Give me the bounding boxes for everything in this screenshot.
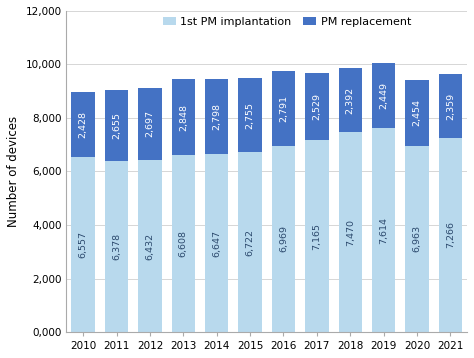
Bar <box>72 156 95 332</box>
Bar <box>405 80 428 146</box>
Bar <box>438 137 462 332</box>
Text: 2,392: 2,392 <box>346 87 355 114</box>
Bar <box>405 146 428 332</box>
Text: 6,432: 6,432 <box>146 232 155 260</box>
Text: 2,428: 2,428 <box>79 111 88 137</box>
Text: 6,557: 6,557 <box>79 231 88 258</box>
Legend: 1st PM implantation, PM replacement: 1st PM implantation, PM replacement <box>163 16 411 26</box>
Text: 6,969: 6,969 <box>279 225 288 252</box>
Bar <box>372 128 395 332</box>
Text: 6,722: 6,722 <box>246 229 255 256</box>
Bar <box>338 68 362 132</box>
Text: 2,791: 2,791 <box>279 95 288 122</box>
Bar <box>272 71 295 146</box>
Text: 2,798: 2,798 <box>212 103 221 130</box>
Text: 7,470: 7,470 <box>346 219 355 246</box>
Text: 2,848: 2,848 <box>179 103 188 131</box>
Text: 7,266: 7,266 <box>446 221 455 248</box>
Bar <box>338 132 362 332</box>
Text: 6,647: 6,647 <box>212 229 221 257</box>
Text: 2,449: 2,449 <box>379 82 388 109</box>
Bar <box>272 146 295 332</box>
Text: 2,755: 2,755 <box>246 102 255 129</box>
Bar <box>305 73 328 140</box>
Bar <box>305 140 328 332</box>
Bar <box>205 154 228 332</box>
Text: 6,608: 6,608 <box>179 230 188 257</box>
Text: 2,655: 2,655 <box>112 112 121 139</box>
Bar <box>172 79 195 155</box>
Text: 2,359: 2,359 <box>446 92 455 120</box>
Bar <box>105 161 128 332</box>
Text: 7,614: 7,614 <box>379 217 388 244</box>
Bar <box>372 63 395 128</box>
Text: 2,454: 2,454 <box>412 100 421 126</box>
Bar <box>105 90 128 161</box>
Bar <box>238 152 262 332</box>
Text: 2,697: 2,697 <box>146 110 155 137</box>
Bar <box>438 74 462 137</box>
Bar <box>172 155 195 332</box>
Bar <box>72 92 95 156</box>
Text: 6,378: 6,378 <box>112 233 121 260</box>
Bar <box>138 160 162 332</box>
Bar <box>205 79 228 154</box>
Y-axis label: Number of devices: Number of devices <box>7 116 20 227</box>
Text: 2,529: 2,529 <box>312 93 321 120</box>
Bar <box>238 78 262 152</box>
Bar <box>138 88 162 160</box>
Text: 7,165: 7,165 <box>312 223 321 250</box>
Text: 6,963: 6,963 <box>412 225 421 252</box>
